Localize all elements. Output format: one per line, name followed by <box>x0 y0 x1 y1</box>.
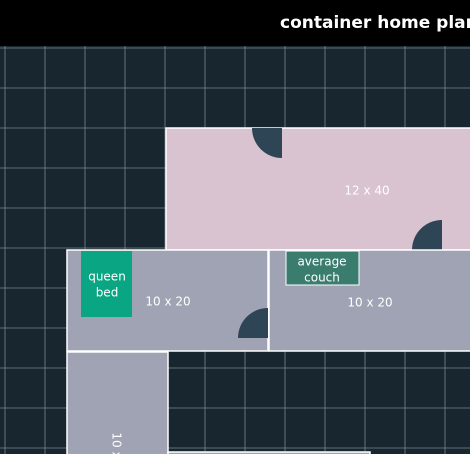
furniture-label: bed <box>96 286 119 300</box>
room-label: 10 x 20 <box>347 296 392 310</box>
room[interactable] <box>167 451 371 454</box>
room-label: 12 x 40 <box>344 184 389 198</box>
room-label: 10 x 20 <box>110 432 124 454</box>
app-title: container home planner <box>280 13 470 33</box>
furniture-label: average <box>297 255 346 269</box>
door[interactable] <box>238 308 268 338</box>
door[interactable] <box>412 220 442 250</box>
room-label: 10 x 20 <box>145 295 190 309</box>
header: container home planner <box>0 0 470 46</box>
room[interactable] <box>66 351 169 454</box>
furniture-label: couch <box>304 271 340 285</box>
furniture[interactable] <box>285 250 360 286</box>
room[interactable] <box>165 127 470 251</box>
canvas[interactable]: 12 x 40 10 x 20 10 x 20 10 x 20 queen be… <box>0 46 470 454</box>
furniture-label: queen <box>88 270 126 284</box>
door[interactable] <box>252 128 282 158</box>
furniture[interactable] <box>81 251 132 317</box>
